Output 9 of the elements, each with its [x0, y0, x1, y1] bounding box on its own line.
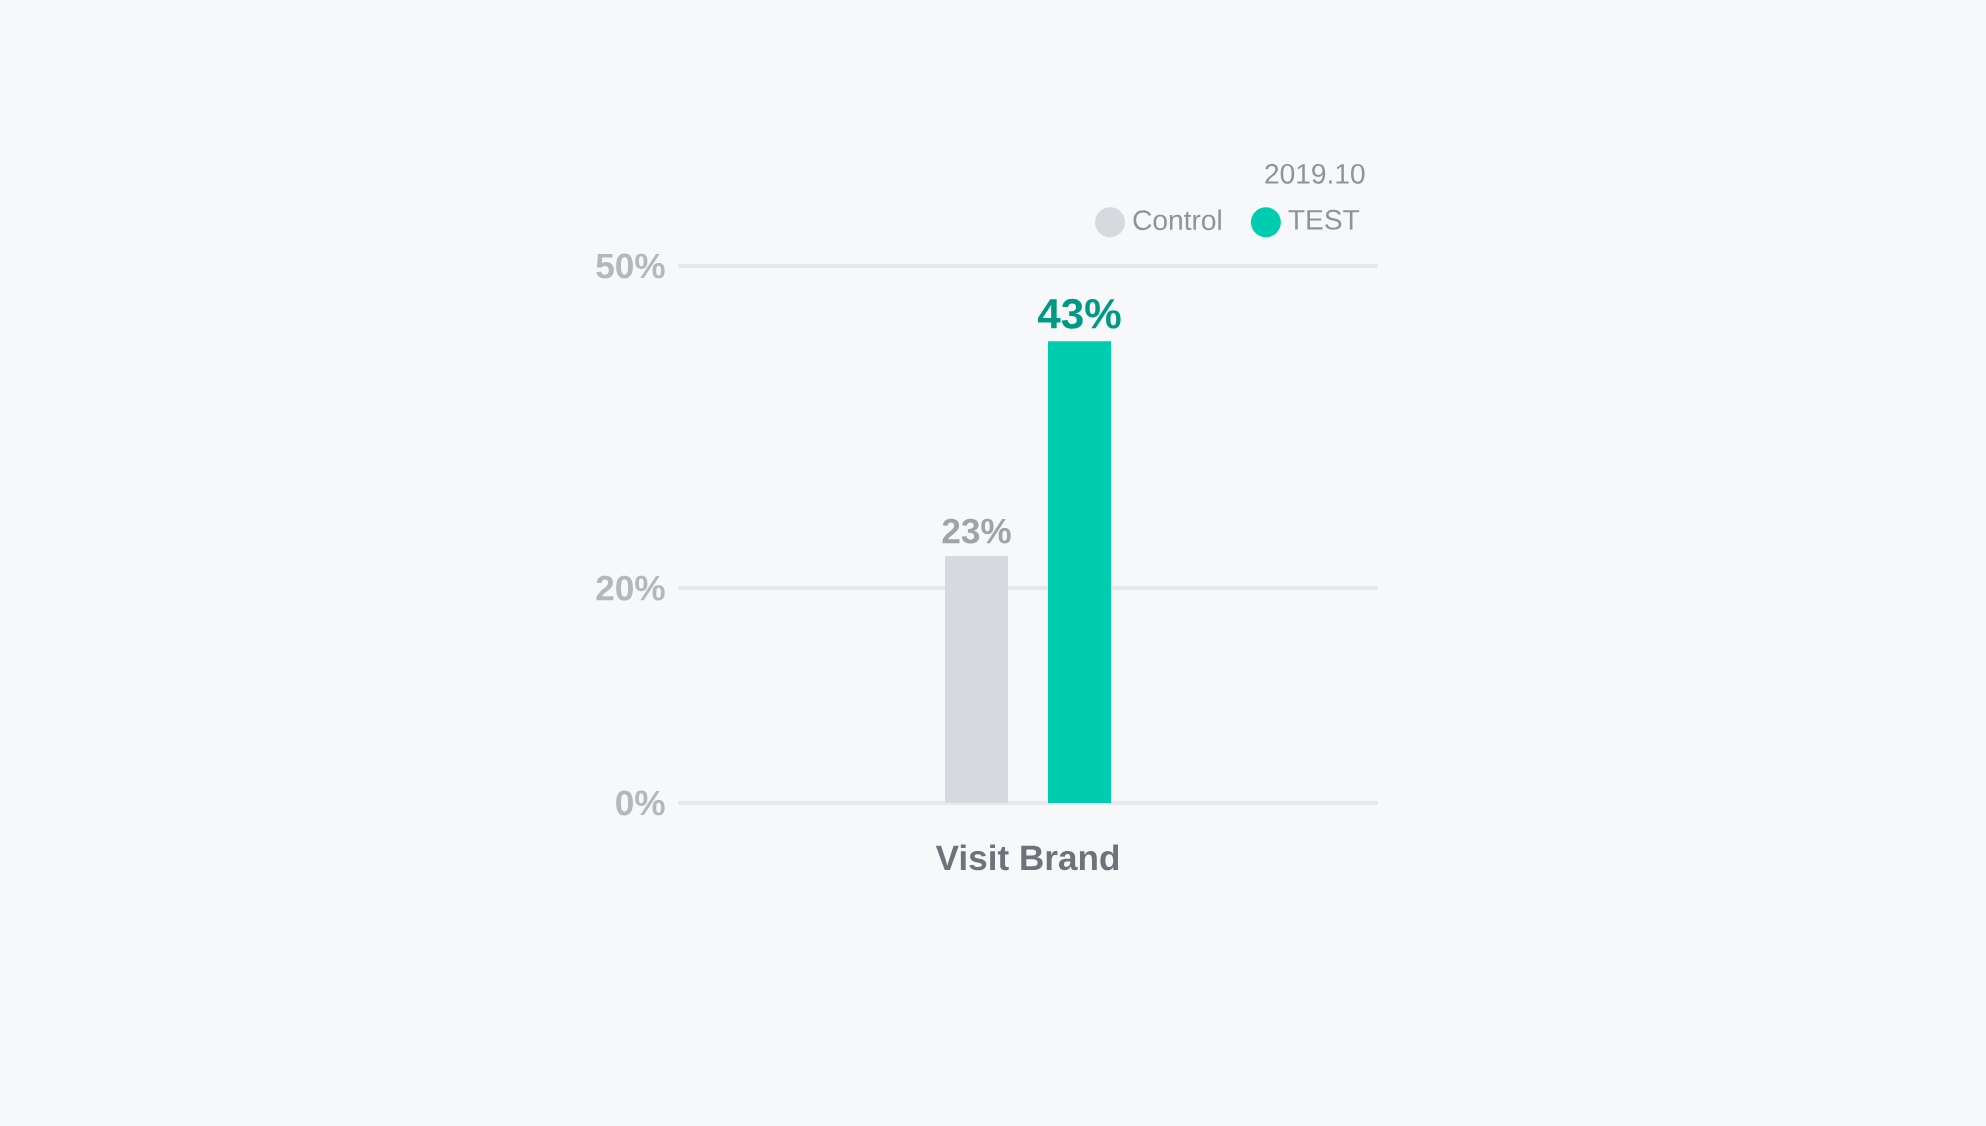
x-tick-label: Visit Brand — [935, 844, 1119, 871]
text: 2019.10 — [1265, 163, 1365, 184]
legend-label: Control — [1133, 209, 1221, 231]
data-label: 23% — [942, 518, 1011, 544]
y-tick-label: 50% — [596, 253, 665, 279]
y-tick-label: 0% — [616, 790, 665, 816]
legend-label: TEST — [1288, 209, 1360, 230]
data-label: 43% — [1037, 298, 1121, 329]
y-tick-label: 20% — [596, 575, 665, 601]
